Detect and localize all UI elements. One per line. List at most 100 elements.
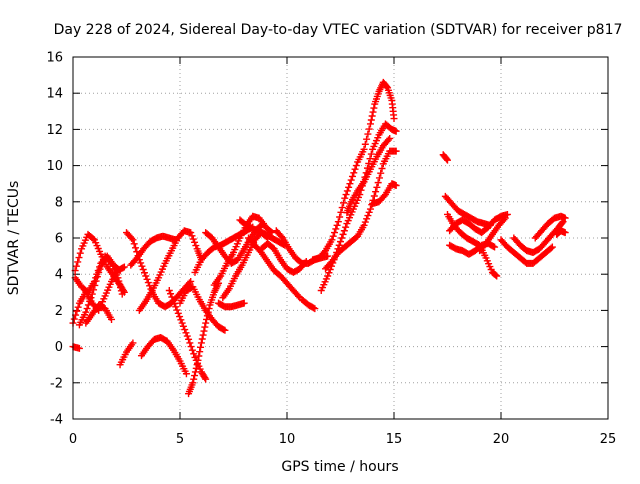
data-point bbox=[489, 242, 497, 250]
data-point bbox=[335, 241, 343, 249]
data-point bbox=[365, 125, 373, 133]
data-point bbox=[74, 258, 82, 266]
data-point bbox=[74, 303, 82, 311]
chart-title: Day 228 of 2024, Sidereal Day-to-day VTE… bbox=[54, 22, 623, 38]
y-tick-label: 12 bbox=[46, 123, 63, 138]
data-point bbox=[89, 235, 97, 243]
data-point bbox=[373, 183, 381, 191]
data-point bbox=[320, 248, 328, 256]
data-track bbox=[210, 212, 276, 289]
data-point bbox=[350, 169, 358, 177]
data-point bbox=[99, 259, 107, 267]
data-point bbox=[240, 299, 248, 307]
data-point bbox=[356, 191, 364, 199]
data-point bbox=[91, 281, 99, 289]
data-point bbox=[93, 273, 101, 281]
data-point bbox=[191, 372, 199, 380]
data-point bbox=[187, 229, 195, 237]
data-point bbox=[196, 348, 204, 356]
data-point bbox=[352, 162, 360, 170]
data-point bbox=[173, 306, 181, 314]
y-tick-label: 0 bbox=[55, 340, 63, 355]
y-tick-labels: -4 -2 0 2 4 6 8 10 12 14 16 bbox=[46, 51, 63, 428]
data-point bbox=[189, 235, 197, 243]
data-point bbox=[181, 326, 189, 334]
data-point bbox=[83, 305, 91, 313]
data-point bbox=[118, 290, 126, 298]
data-point bbox=[142, 272, 150, 280]
data-point bbox=[143, 275, 151, 283]
x-tick-label: 10 bbox=[279, 432, 296, 447]
data-track bbox=[531, 212, 569, 242]
data-point bbox=[73, 307, 81, 315]
data-point bbox=[96, 265, 104, 273]
data-point bbox=[372, 188, 380, 196]
data-point bbox=[188, 346, 196, 354]
data-point bbox=[342, 191, 350, 199]
data-point bbox=[386, 134, 394, 142]
data-point bbox=[342, 223, 350, 231]
data-track bbox=[244, 234, 304, 302]
y-tick-label: 16 bbox=[46, 51, 63, 66]
data-point bbox=[363, 215, 371, 223]
data-point bbox=[390, 115, 398, 123]
y-tick-label: -2 bbox=[50, 376, 63, 391]
data-track bbox=[343, 134, 394, 217]
data-point bbox=[106, 258, 114, 266]
y-tick-label: 6 bbox=[55, 232, 63, 247]
data-point bbox=[392, 147, 400, 155]
data-point bbox=[174, 309, 182, 317]
data-point bbox=[165, 286, 173, 294]
data-point bbox=[336, 213, 344, 221]
data-point bbox=[197, 339, 205, 347]
data-point bbox=[183, 332, 191, 340]
data-point bbox=[338, 204, 346, 212]
data-point bbox=[200, 327, 208, 335]
data-point bbox=[88, 290, 96, 298]
data-point bbox=[168, 293, 176, 301]
data-point bbox=[368, 112, 376, 120]
data-point bbox=[366, 120, 374, 128]
data-point bbox=[128, 234, 136, 242]
data-point bbox=[117, 287, 125, 295]
data-point bbox=[97, 262, 105, 270]
data-point bbox=[87, 294, 95, 302]
data-point bbox=[377, 169, 385, 177]
data-point bbox=[378, 164, 386, 172]
data-point bbox=[90, 286, 98, 294]
data-point bbox=[311, 305, 319, 313]
data-point bbox=[117, 284, 125, 292]
data-point bbox=[191, 368, 199, 376]
data-point bbox=[172, 303, 180, 311]
data-point bbox=[108, 315, 116, 323]
data-point bbox=[500, 216, 508, 224]
y-tick-label: -4 bbox=[50, 413, 63, 428]
data-point bbox=[86, 297, 94, 305]
data-point bbox=[185, 335, 193, 343]
data-point bbox=[188, 232, 196, 240]
data-point bbox=[392, 127, 400, 135]
data-points bbox=[69, 78, 569, 398]
data-point bbox=[76, 249, 84, 257]
data-point bbox=[491, 243, 499, 251]
data-point bbox=[167, 290, 175, 298]
data-point bbox=[72, 262, 80, 270]
data-point bbox=[361, 218, 369, 226]
data-point bbox=[310, 304, 318, 312]
data-point bbox=[182, 370, 190, 378]
data-point bbox=[75, 254, 83, 262]
data-point bbox=[182, 329, 190, 337]
data-track bbox=[176, 283, 229, 334]
data-point bbox=[370, 192, 378, 200]
data-point bbox=[364, 130, 372, 138]
data-point bbox=[75, 344, 83, 352]
data-point bbox=[561, 229, 569, 237]
data-point bbox=[190, 350, 198, 358]
data-point bbox=[177, 316, 185, 324]
data-point bbox=[329, 232, 337, 240]
data-track bbox=[75, 252, 126, 329]
data-track bbox=[553, 227, 569, 238]
